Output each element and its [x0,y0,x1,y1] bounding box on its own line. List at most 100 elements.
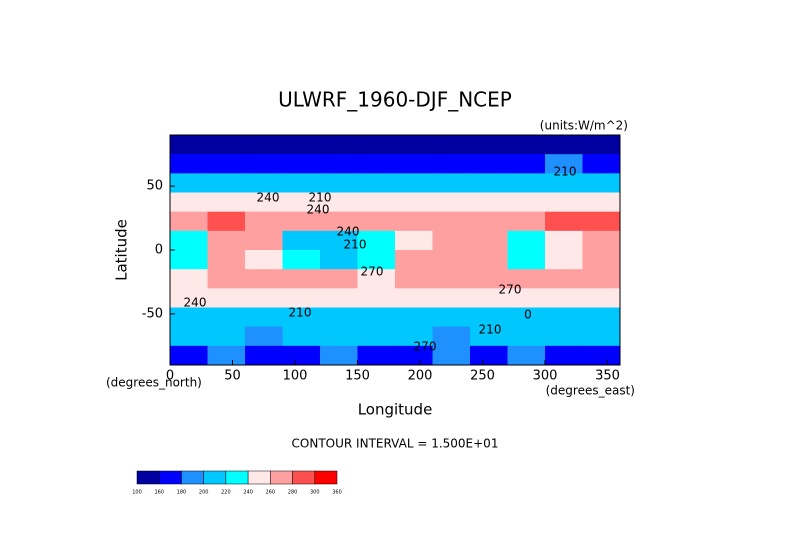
contour-label: 210 [344,238,367,252]
field-cell [170,345,208,366]
field-cell [432,211,471,232]
field-cell [507,154,546,174]
field-cell [320,211,358,232]
field-cell [432,326,471,347]
field-cell [320,135,358,155]
field-cell [432,288,471,308]
contour-label: 240 [337,225,360,239]
field-cell [507,135,546,155]
field-cell [545,250,583,270]
field-cell [507,230,546,251]
field-cell [432,269,471,289]
field-cell [507,173,546,193]
field-cell [357,173,396,193]
field-cell [395,288,433,308]
field-cell [545,288,583,308]
colorbar-label: 300 [310,490,320,496]
field-cell [432,154,471,174]
colorbar-swatch [181,470,204,485]
contour-label: 210 [554,165,577,179]
field-cell [282,250,321,270]
field-cell [207,211,246,232]
field-cell [207,288,246,308]
field-cell [507,307,546,328]
colorbar-label: 240 [243,490,253,496]
field-cell [395,269,433,289]
field-cell [545,173,583,193]
field-cell [170,230,208,251]
contour-label: 240 [307,203,330,217]
field-cell [470,192,508,213]
field-cell [545,211,583,232]
field-cell [545,345,583,366]
field-cell [545,307,583,328]
field-cell [207,173,246,193]
y-tick-label: -50 [142,306,163,321]
colorbar-swatch [136,470,160,485]
field-cell [207,269,246,289]
field-cell [357,269,396,289]
colorbar-label: 260 [266,490,276,496]
field-cell [320,326,358,347]
field-cell [395,345,433,366]
field-cell [207,250,246,270]
field-cell [245,211,283,232]
field-cell [282,135,321,155]
field-cell [470,173,508,193]
field-cell [282,173,321,193]
colorbar-label: 200 [199,490,209,496]
x-tick-label: 100 [283,369,308,384]
footnote: CONTOUR INTERVAL = 1.500E+01 [292,437,499,451]
field-cell [432,135,471,155]
field-cell [282,288,321,308]
contour-label: 270 [361,265,384,279]
field-cell [582,250,621,270]
y-tick-label: 0 [155,243,163,258]
field-cell [245,250,283,270]
field-cell [545,326,583,347]
colorbar-label: 220 [221,490,231,496]
field-cell [395,173,433,193]
contour-label: 240 [257,191,280,205]
field-cell [282,326,321,347]
field-cell [507,192,546,213]
field-cell [470,230,508,251]
y-unit-label: (degrees_north) [106,376,202,390]
colorbar-swatch [158,470,182,485]
colorbar-swatch [225,470,249,485]
field-cell [545,135,583,155]
field-cell [470,345,508,366]
colorbar-label: 280 [288,490,298,496]
field-cell [170,326,208,347]
colorbar-swatch [292,470,316,485]
field-cell [357,230,396,251]
colorbar-swatch [314,470,338,485]
x-tick-label: 50 [224,369,241,384]
field-cell [507,211,546,232]
field-cell [320,250,358,270]
field-cell [507,269,546,289]
field-cell [357,345,396,366]
field-cell [245,269,283,289]
field-cell [320,154,358,174]
field-cell [395,192,433,213]
contour-label: 240 [184,296,207,310]
x-tick-label: 250 [470,369,495,384]
field-cell [170,173,208,193]
field-cell [545,154,583,174]
field-cell [582,154,621,174]
field-cell [245,192,283,213]
field-cell [320,288,358,308]
field-cell [320,173,358,193]
field-cell [470,211,508,232]
field-cell [320,307,358,328]
field-cell [357,307,396,328]
field-cell [395,326,433,347]
field-cell [245,230,283,251]
x-tick-label: 350 [595,369,620,384]
field-cell [357,326,396,347]
field-cell [470,250,508,270]
units-label: (units:W/m^2) [540,119,628,133]
colorbar-swatch [203,470,227,485]
field-cell [470,307,508,328]
